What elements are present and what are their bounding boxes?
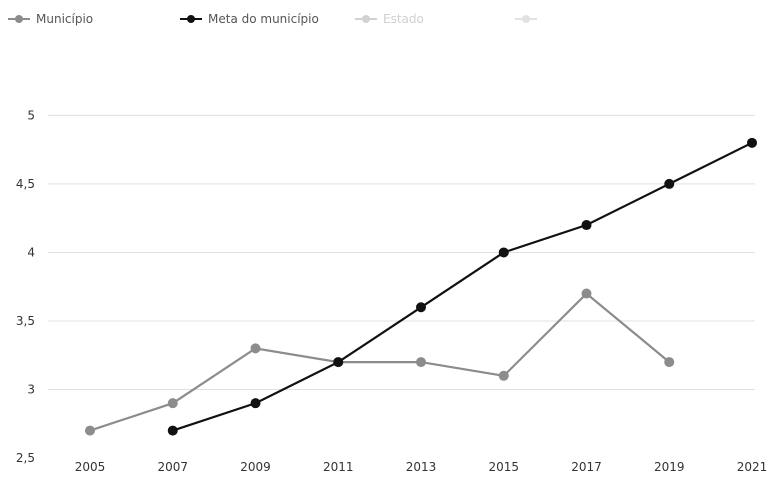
y-tick-label: 2,5 (16, 451, 35, 465)
gridlines (48, 114, 755, 390)
legend-item[interactable]: Meta do município (180, 12, 319, 26)
series-line (172, 141, 753, 432)
data-point[interactable] (664, 178, 675, 189)
x-tick-label: 2019 (654, 460, 685, 474)
y-tick-label: 5 (27, 108, 35, 122)
data-point[interactable] (747, 137, 757, 148)
x-tick-label: 2021 (737, 460, 768, 474)
series-line (89, 292, 671, 432)
y-tick-label: 4,5 (16, 177, 35, 191)
x-tick-label: 2017 (571, 460, 602, 474)
data-point[interactable] (250, 343, 261, 354)
legend-label: Estado (383, 12, 424, 26)
data-point[interactable] (664, 357, 675, 368)
series-0 (85, 288, 675, 436)
legend-item[interactable] (515, 15, 537, 23)
data-point[interactable] (167, 398, 178, 409)
x-axis-ticks: 2005 2007 2009 2011 2013 2015 2017 2019 2021 (75, 460, 768, 474)
data-point[interactable] (333, 357, 344, 368)
legend-label: Meta do município (208, 12, 319, 26)
x-tick-label: 2015 (488, 460, 519, 474)
data-point[interactable] (167, 425, 178, 436)
series-layer (85, 137, 757, 436)
y-axis-ticks: 2,5 3 3,5 4 4,5 5 (16, 108, 35, 465)
y-tick-label: 4 (27, 245, 35, 259)
data-point[interactable] (416, 357, 426, 368)
data-point[interactable] (250, 398, 261, 409)
legend-marker (187, 15, 195, 23)
legend-marker (15, 15, 23, 23)
data-point[interactable] (581, 220, 592, 231)
legend-label: Município (36, 12, 93, 26)
legend-marker (522, 15, 530, 23)
data-point[interactable] (498, 370, 509, 381)
data-point[interactable] (498, 247, 509, 258)
data-point[interactable] (581, 288, 592, 299)
legend-item[interactable]: Município (8, 12, 93, 26)
legend-marker (362, 15, 370, 23)
y-tick-label: 3 (27, 382, 35, 396)
x-tick-label: 2005 (75, 460, 106, 474)
legend: Município Meta do município Estado (8, 12, 537, 26)
data-point[interactable] (85, 425, 95, 436)
legend-item[interactable]: Estado (355, 12, 424, 26)
x-tick-label: 2007 (157, 460, 188, 474)
x-tick-label: 2013 (406, 460, 437, 474)
x-tick-label: 2011 (323, 460, 354, 474)
data-point[interactable] (416, 302, 426, 313)
y-tick-label: 3,5 (16, 314, 35, 328)
series-1 (167, 137, 757, 436)
x-tick-label: 2009 (240, 460, 271, 474)
